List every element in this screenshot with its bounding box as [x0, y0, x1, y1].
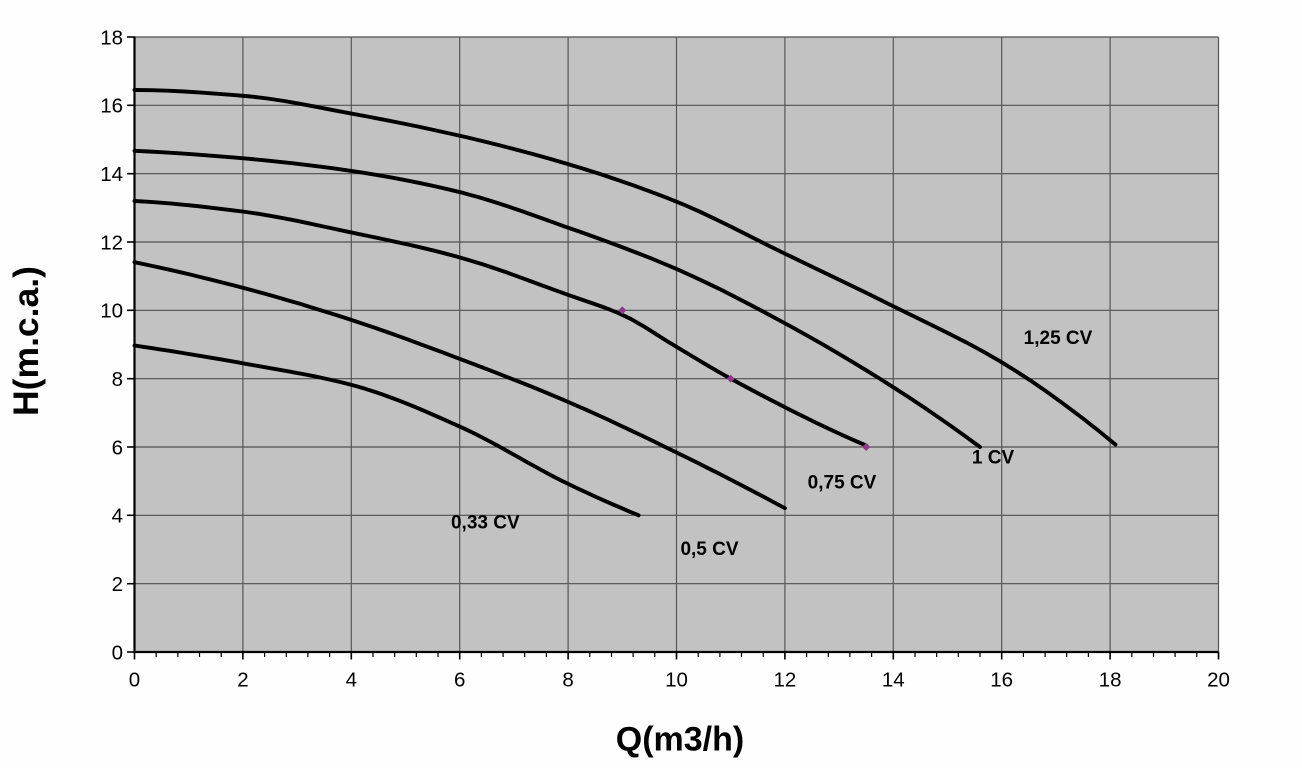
svg-text:6: 6: [112, 436, 123, 459]
svg-text:16: 16: [990, 669, 1013, 692]
svg-text:16: 16: [100, 95, 123, 118]
svg-text:1 CV: 1 CV: [972, 448, 1015, 469]
svg-text:14: 14: [100, 163, 123, 186]
svg-text:4: 4: [346, 669, 357, 692]
svg-text:12: 12: [773, 669, 796, 692]
svg-text:10: 10: [100, 300, 123, 323]
svg-text:8: 8: [112, 368, 123, 391]
svg-text:0,75 CV: 0,75 CV: [808, 473, 877, 494]
svg-text:2: 2: [237, 669, 248, 692]
svg-text:0: 0: [112, 641, 123, 664]
svg-text:10: 10: [665, 669, 688, 692]
svg-text:20: 20: [1207, 669, 1230, 692]
svg-text:18: 18: [100, 26, 123, 49]
svg-text:12: 12: [100, 231, 123, 254]
svg-text:0: 0: [129, 669, 140, 692]
svg-text:H(m.c.a.): H(m.c.a.): [6, 266, 46, 416]
svg-text:4: 4: [112, 505, 123, 528]
svg-text:0,5 CV: 0,5 CV: [680, 539, 738, 560]
svg-text:Q(m3/h): Q(m3/h): [616, 721, 744, 759]
svg-text:14: 14: [882, 669, 905, 692]
svg-text:8: 8: [562, 669, 573, 692]
svg-text:18: 18: [1099, 669, 1122, 692]
svg-text:2: 2: [112, 573, 123, 596]
svg-text:1,25 CV: 1,25 CV: [1024, 328, 1093, 349]
svg-text:6: 6: [454, 669, 465, 692]
svg-text:0,33 CV: 0,33 CV: [451, 513, 520, 534]
